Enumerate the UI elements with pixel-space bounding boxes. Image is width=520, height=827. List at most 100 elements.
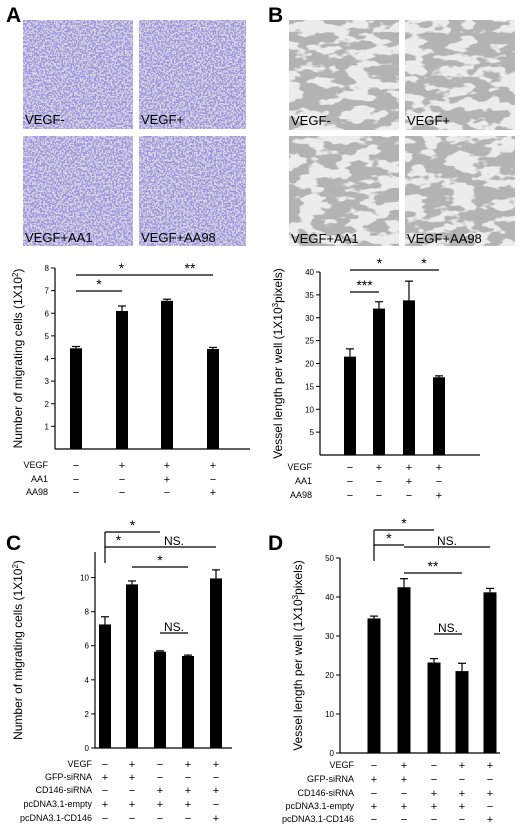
- y-tick-label: 8: [45, 264, 50, 273]
- treatment-sign: +: [129, 772, 135, 784]
- treatment-sign: −: [376, 490, 382, 502]
- treatment-label: pcDNA3.1-empty: [285, 801, 354, 811]
- treatment-sign: −: [459, 774, 465, 786]
- significance-label: NS.: [438, 621, 458, 635]
- y-tick-label: 7: [45, 287, 50, 296]
- panel-letter-c: C: [6, 532, 21, 555]
- treatment-sign: −: [73, 487, 79, 499]
- y-tick-label: 1: [45, 422, 50, 431]
- treatment-sign: −: [371, 788, 377, 800]
- treatment-sign: +: [213, 813, 219, 825]
- panel-letter-b: B: [268, 4, 283, 27]
- treatment-sign: +: [210, 460, 216, 472]
- treatment-sign: +: [431, 801, 437, 813]
- treatment-sign: +: [371, 801, 377, 813]
- micrographs-a: VEGF- VEGF+ VEGF+AA1 VEGF+AA98: [23, 20, 246, 246]
- treatment-sign: +: [487, 788, 493, 800]
- treatment-sign: +: [157, 799, 163, 811]
- treatment-sign: +: [436, 490, 442, 502]
- treatment-label: AA1: [295, 476, 312, 486]
- treatment-sign: +: [210, 487, 216, 499]
- bar: [433, 377, 445, 455]
- treatment-sign: +: [459, 788, 465, 800]
- y-axis-label: Number of migrating cells (1X102): [11, 560, 26, 740]
- micrograph-b-4: VEGF+AA98: [405, 136, 515, 246]
- y-tick-label: 30: [325, 632, 334, 641]
- micrograph-b-3: VEGF+AA1: [289, 136, 399, 246]
- treatment-sign: +: [213, 785, 219, 797]
- treatment-sign: −: [129, 813, 135, 825]
- y-tick-label: 10: [325, 710, 334, 719]
- y-tick-label: 0: [330, 749, 335, 758]
- y-tick-label: 2: [45, 400, 50, 409]
- significance-label: NS.: [164, 534, 184, 548]
- bar: [126, 584, 138, 748]
- micrograph-label: VEGF+AA98: [141, 230, 216, 245]
- treatment-sign: −: [213, 799, 219, 811]
- treatment-label: pcDNA3.1-empty: [23, 799, 92, 809]
- treatment-sign: +: [401, 801, 407, 813]
- treatment-sign: +: [459, 801, 465, 813]
- bar: [99, 624, 111, 748]
- significance-label: *: [119, 260, 125, 276]
- bar: [154, 651, 166, 748]
- y-tick-label: 50: [325, 554, 334, 563]
- treatment-label: AA98: [290, 490, 312, 500]
- y-tick-label: 6: [45, 309, 50, 318]
- bar: [207, 348, 219, 449]
- y-axis-label: Number of migrating cells (1X102): [11, 269, 26, 449]
- treatment-sign: −: [371, 760, 377, 772]
- micrograph-label: VEGF+AA98: [407, 231, 482, 246]
- bar: [367, 618, 381, 753]
- treatment-sign: −: [401, 814, 407, 826]
- y-tick-label: 6: [85, 642, 90, 651]
- treatment-sign: −: [213, 772, 219, 784]
- bar: [182, 655, 194, 748]
- y-tick-label: 40: [305, 268, 314, 277]
- y-tick-label: 4: [45, 355, 50, 364]
- significance-label: *: [157, 552, 163, 568]
- treatment-sign: −: [431, 814, 437, 826]
- chart-d: 0 10 20 30 40 50 Vessel length per well (1X103…: [282, 515, 500, 826]
- treatment-sign: +: [213, 759, 219, 771]
- treatment-sign: +: [185, 759, 191, 771]
- micrograph-label: VEGF+: [407, 113, 450, 128]
- micrograph-b-2: VEGF+: [405, 20, 515, 130]
- micrograph-a-4: VEGF+AA98: [139, 136, 246, 246]
- significance-label: *: [96, 276, 102, 292]
- treatment-sign: −: [185, 772, 191, 784]
- treatment-sign: −: [431, 774, 437, 786]
- y-axis-label: Vessel length per well (1X103pixels): [271, 268, 286, 459]
- bar: [397, 587, 411, 753]
- y-tick-label: 15: [305, 382, 314, 391]
- treatment-sign: +: [185, 785, 191, 797]
- treatment-label: pcDNA3.1-CD146: [20, 813, 92, 823]
- treatment-sign: +: [459, 760, 465, 772]
- treatment-label: CD146-siRNA: [297, 788, 354, 798]
- significance-label: **: [428, 558, 439, 574]
- treatment-sign: −: [487, 774, 493, 786]
- treatment-sign: +: [157, 785, 163, 797]
- bar: [70, 348, 82, 449]
- micrograph-label: VEGF+AA1: [25, 230, 93, 245]
- micrograph-label: VEGF-: [291, 113, 331, 128]
- significance-label: NS.: [437, 534, 457, 548]
- bar: [427, 662, 441, 753]
- treatment-label: GFP-siRNA: [307, 774, 354, 784]
- treatment-sign: −: [210, 474, 216, 486]
- significance-label: *: [421, 255, 427, 271]
- significance-label: NS.: [164, 620, 184, 634]
- y-tick-label: 40: [325, 593, 334, 602]
- y-tick-label: 2: [85, 710, 90, 719]
- bar: [403, 300, 415, 455]
- treatment-sign: +: [376, 462, 382, 474]
- significance-label: *: [116, 532, 122, 548]
- treatment-label: VEGF: [23, 460, 48, 470]
- treatment-sign: −: [119, 474, 125, 486]
- treatment-sign: +: [431, 788, 437, 800]
- bar: [161, 300, 173, 449]
- bar: [116, 310, 128, 449]
- y-tick-label: 5: [310, 428, 315, 437]
- treatment-label: CD146-siRNA: [35, 785, 92, 795]
